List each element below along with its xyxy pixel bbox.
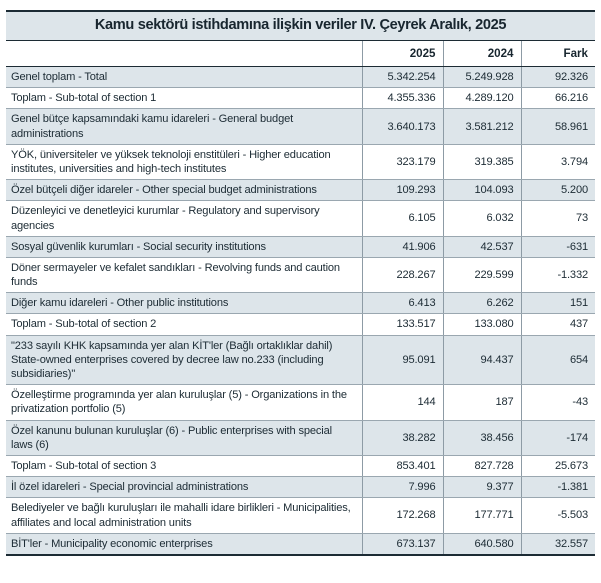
row-value-2025: 6.413 xyxy=(362,292,444,315)
row-value-fark: -631 xyxy=(521,236,595,258)
row-value-2025: 853.401 xyxy=(362,455,444,478)
table-row: Döner sermayeler ve kefalet sandıkları -… xyxy=(6,257,595,294)
table-row: Özel bütçeli diğer idareler - Other spec… xyxy=(6,179,595,202)
row-value-2024: 827.728 xyxy=(443,455,522,478)
row-label: Genel toplam - Total xyxy=(6,66,363,89)
table-row: Diğer kamu idareleri - Other public inst… xyxy=(6,292,595,315)
table-body: Genel toplam - Total 5.342.254 5.249.928 92… xyxy=(6,66,595,556)
table-row: Genel toplam - Total 5.342.254 5.249.928 92… xyxy=(6,66,595,89)
row-value-2025: 3.640.173 xyxy=(362,108,444,145)
row-value-2024: 640.580 xyxy=(443,533,522,556)
row-value-2025: 41.906 xyxy=(362,236,444,258)
row-label: Özel bütçeli diğer idareler - Other spec… xyxy=(6,179,363,202)
row-label: Belediyeler ve bağlı kuruluşları ile mah… xyxy=(6,497,363,534)
row-label: Diğer kamu idareleri - Other public inst… xyxy=(6,292,363,315)
row-value-2024: 38.456 xyxy=(443,420,522,456)
row-value-fark: -174 xyxy=(521,420,595,456)
column-header-2024: 2024 xyxy=(443,40,522,68)
table-row: BİT'ler - Municipality economic enterpri… xyxy=(6,533,595,556)
row-label: Özel kanunu bulunan kuruluşlar (6) - Pub… xyxy=(6,420,363,456)
column-header-fark: Fark xyxy=(521,40,595,68)
row-value-2024: 187 xyxy=(443,384,522,421)
row-value-2025: 172.268 xyxy=(362,497,444,534)
row-value-2024: 133.080 xyxy=(443,313,522,336)
row-value-2025: 95.091 xyxy=(362,335,444,386)
row-value-2024: 9.377 xyxy=(443,476,522,499)
table-row: Düzenleyici ve denetleyici kurumlar - Re… xyxy=(6,200,595,237)
row-value-fark: -1.381 xyxy=(521,476,595,499)
table-row: Toplam - Sub-total of section 2 133.517 13… xyxy=(6,313,595,336)
row-label: Genel bütçe kapsamındaki kamu idareleri … xyxy=(6,108,363,145)
row-value-2024: 319.385 xyxy=(443,144,522,181)
row-value-fark: 58.961 xyxy=(521,108,595,145)
row-value-fark: -43 xyxy=(521,384,595,421)
row-value-2024: 6.262 xyxy=(443,292,522,315)
table-title: Kamu sektörü istihdamına ilişkin veriler… xyxy=(6,10,595,42)
row-label: Sosyal güvenlik kurumları - Social secur… xyxy=(6,236,363,258)
row-value-fark: 151 xyxy=(521,292,595,315)
row-label: İl özel idareleri - Special provincial a… xyxy=(6,476,363,499)
table-row: YÖK, üniversiteler ve yüksek teknoloji e… xyxy=(6,144,595,181)
row-value-2024: 4.289.120 xyxy=(443,87,522,110)
table-row: "233 sayılı KHK kapsamında yer alan KİT'… xyxy=(6,335,595,386)
row-value-2024: 104.093 xyxy=(443,179,522,202)
table-row: Belediyeler ve bağlı kuruluşları ile mah… xyxy=(6,497,595,534)
row-value-2025: 38.282 xyxy=(362,420,444,456)
row-value-2024: 5.249.928 xyxy=(443,66,522,89)
row-label: Toplam - Sub-total of section 2 xyxy=(6,313,363,336)
table-title-row: Kamu sektörü istihdamına ilişkin veriler… xyxy=(6,10,595,42)
row-value-fark: 5.200 xyxy=(521,179,595,202)
table-row: Toplam - Sub-total of section 1 4.355.336… xyxy=(6,87,595,110)
row-value-fark: -1.332 xyxy=(521,257,595,294)
column-header-2025: 2025 xyxy=(362,40,444,68)
public-sector-employment-table: Kamu sektörü istihdamına ilişkin veriler… xyxy=(6,10,595,556)
row-value-2025: 7.996 xyxy=(362,476,444,499)
row-value-fark: 437 xyxy=(521,313,595,336)
row-label: Düzenleyici ve denetleyici kurumlar - Re… xyxy=(6,200,363,237)
row-value-fark: 73 xyxy=(521,200,595,237)
row-value-2025: 6.105 xyxy=(362,200,444,237)
table-row: Genel bütçe kapsamındaki kamu idareleri … xyxy=(6,108,595,145)
table-row: Özel kanunu bulunan kuruluşlar (6) - Pub… xyxy=(6,420,595,456)
row-value-2025: 4.355.336 xyxy=(362,87,444,110)
table-row: Toplam - Sub-total of section 3 853.401 82… xyxy=(6,455,595,478)
row-value-2025: 109.293 xyxy=(362,179,444,202)
row-value-fark: 3.794 xyxy=(521,144,595,181)
row-label: Toplam - Sub-total of section 1 xyxy=(6,87,363,110)
row-label: BİT'ler - Municipality economic enterpri… xyxy=(6,533,363,556)
table-row: Sosyal güvenlik kurumları - Social secur… xyxy=(6,236,595,258)
row-value-2024: 3.581.212 xyxy=(443,108,522,145)
row-value-fark: -5.503 xyxy=(521,497,595,534)
row-label: Döner sermayeler ve kefalet sandıkları -… xyxy=(6,257,363,294)
row-value-2025: 228.267 xyxy=(362,257,444,294)
row-value-2024: 42.537 xyxy=(443,236,522,258)
row-value-2024: 94.437 xyxy=(443,335,522,386)
row-value-fark: 66.216 xyxy=(521,87,595,110)
table-column-header-row: 2025 2024 Fark xyxy=(6,40,595,68)
row-label: YÖK, üniversiteler ve yüksek teknoloji e… xyxy=(6,144,363,181)
row-label: "233 sayılı KHK kapsamında yer alan KİT'… xyxy=(6,335,363,386)
row-value-2024: 177.771 xyxy=(443,497,522,534)
row-value-fark: 32.557 xyxy=(521,533,595,556)
row-label: Toplam - Sub-total of section 3 xyxy=(6,455,363,478)
column-header-label xyxy=(6,40,363,68)
public-sector-employment-table-container: Kamu sektörü istihdamına ilişkin veriler… xyxy=(6,10,595,556)
row-value-fark: 654 xyxy=(521,335,595,386)
row-label: Özelleştirme programında yer alan kurulu… xyxy=(6,384,363,421)
table-head: Kamu sektörü istihdamına ilişkin veriler… xyxy=(6,10,595,68)
row-value-2024: 229.599 xyxy=(443,257,522,294)
row-value-2025: 133.517 xyxy=(362,313,444,336)
row-value-fark: 25.673 xyxy=(521,455,595,478)
row-value-fark: 92.326 xyxy=(521,66,595,89)
row-value-2025: 673.137 xyxy=(362,533,444,556)
table-row: Özelleştirme programında yer alan kurulu… xyxy=(6,384,595,421)
row-value-2025: 323.179 xyxy=(362,144,444,181)
row-value-2025: 144 xyxy=(362,384,444,421)
row-value-2024: 6.032 xyxy=(443,200,522,237)
table-row: İl özel idareleri - Special provincial a… xyxy=(6,476,595,499)
row-value-2025: 5.342.254 xyxy=(362,66,444,89)
